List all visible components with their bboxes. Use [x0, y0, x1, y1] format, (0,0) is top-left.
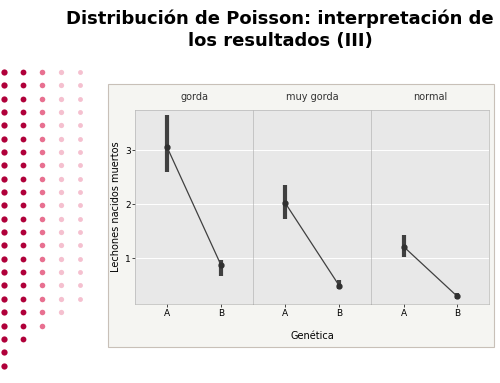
Text: Distribución de Poisson: interpretación de
los resultados (III): Distribución de Poisson: interpretación …	[66, 10, 494, 50]
Text: muy gorda: muy gorda	[286, 92, 339, 102]
Y-axis label: Lechones nacidos muertos: Lechones nacidos muertos	[111, 142, 121, 272]
Text: Genética: Genética	[290, 331, 334, 341]
Text: gorda: gorda	[180, 92, 208, 102]
Text: normal: normal	[414, 92, 448, 102]
